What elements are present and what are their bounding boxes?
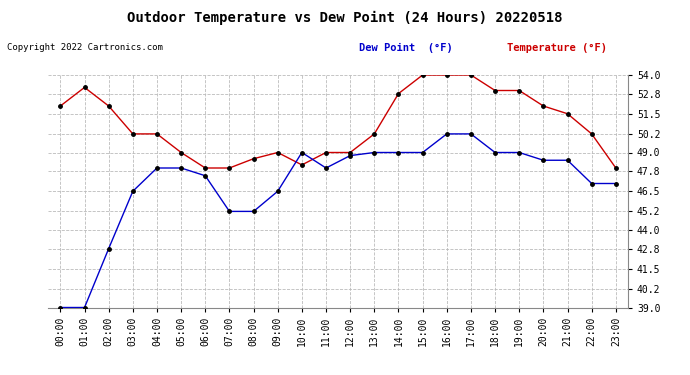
Text: Temperature (°F): Temperature (°F) bbox=[507, 43, 607, 53]
Text: Dew Point  (°F): Dew Point (°F) bbox=[359, 43, 453, 53]
Text: Outdoor Temperature vs Dew Point (24 Hours) 20220518: Outdoor Temperature vs Dew Point (24 Hou… bbox=[127, 11, 563, 26]
Text: Copyright 2022 Cartronics.com: Copyright 2022 Cartronics.com bbox=[7, 43, 163, 52]
